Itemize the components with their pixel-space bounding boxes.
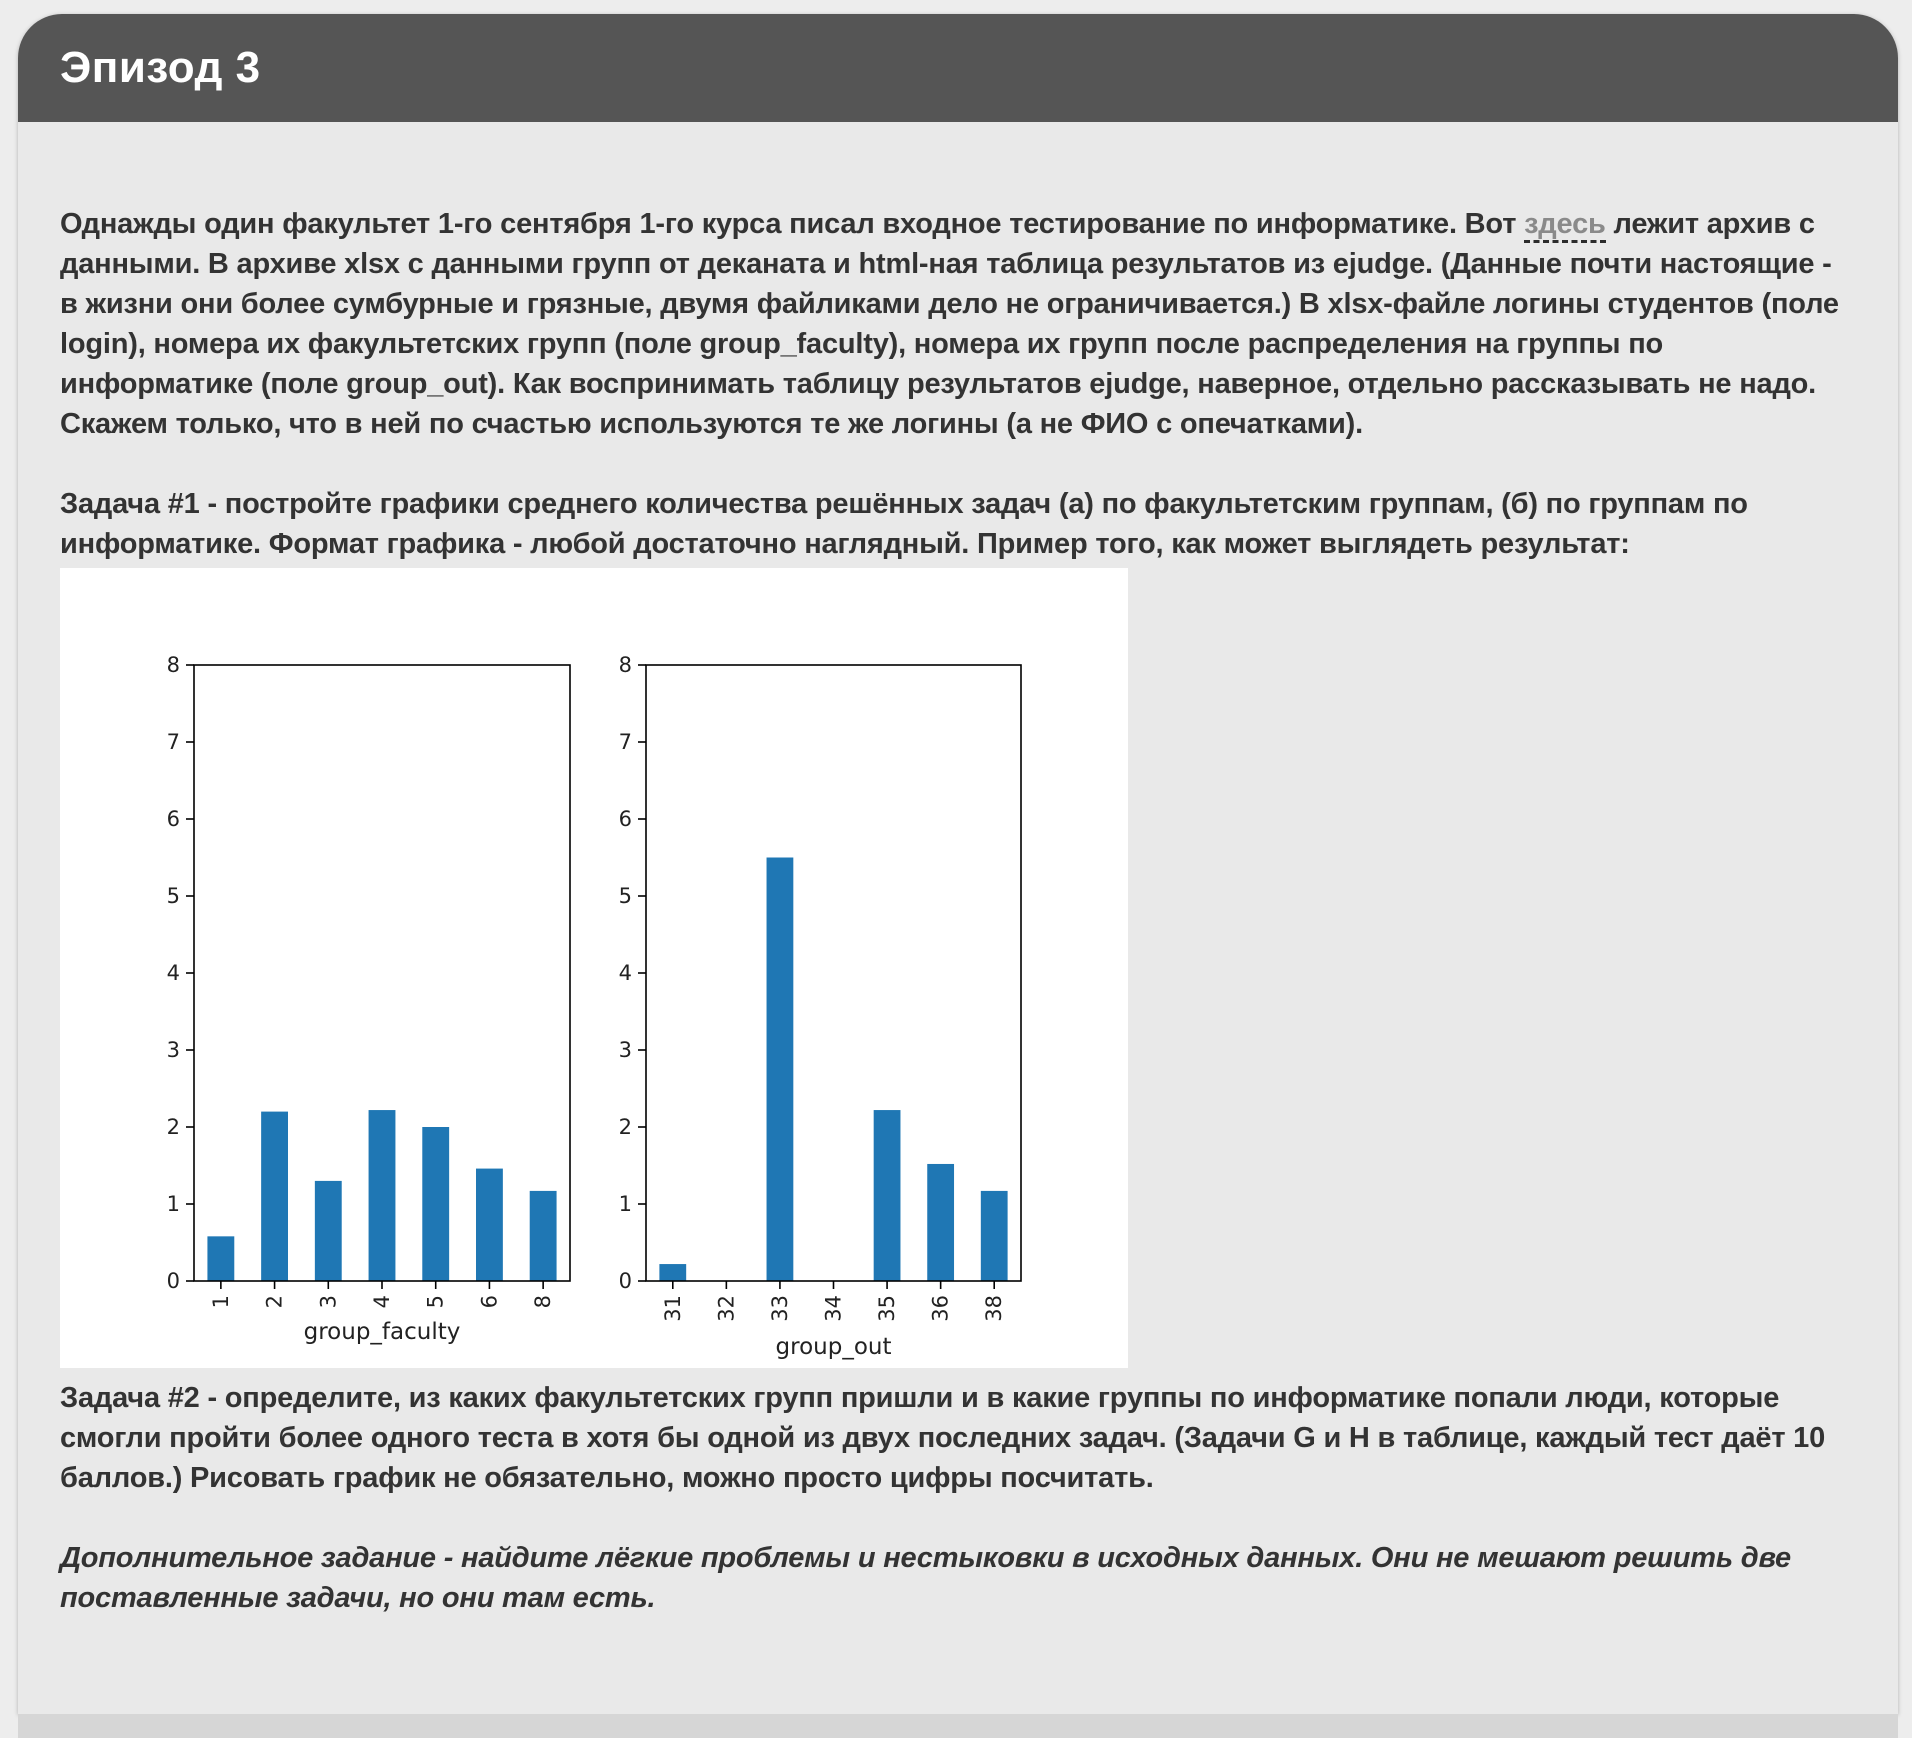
bar-8 xyxy=(529,1190,557,1281)
page-title: Эпизод 3 xyxy=(60,43,261,92)
y-tick-label: 7 xyxy=(167,730,180,754)
archive-link[interactable]: здесь xyxy=(1524,208,1606,243)
extra-task-paragraph: Дополнительное задание - найдите лёгкие … xyxy=(60,1542,1791,1614)
bar-38 xyxy=(980,1190,1008,1281)
episode-card: Эпизод 3 Однажды один факультет 1-го сен… xyxy=(18,14,1898,1714)
y-tick-label: 4 xyxy=(619,961,632,985)
y-tick-label: 4 xyxy=(167,961,180,985)
y-tick-label: 8 xyxy=(619,653,632,677)
x-tick-label: 31 xyxy=(661,1295,685,1322)
y-tick-label: 2 xyxy=(619,1115,632,1139)
y-tick-label: 6 xyxy=(619,807,632,831)
bar-1 xyxy=(207,1236,235,1281)
x-tick-label: 5 xyxy=(424,1295,448,1308)
bar-31 xyxy=(659,1264,687,1281)
y-tick-label: 5 xyxy=(167,884,180,908)
plot-frame xyxy=(645,664,1022,1282)
bar-4 xyxy=(368,1110,396,1281)
y-tick-label: 0 xyxy=(619,1269,632,1293)
card-header: Эпизод 3 xyxy=(18,14,1898,122)
bar-5 xyxy=(422,1127,450,1281)
y-tick-label: 3 xyxy=(167,1038,180,1062)
x-tick-label: 1 xyxy=(209,1295,233,1308)
bar-35 xyxy=(873,1110,901,1281)
x-axis-label: group_out xyxy=(776,1334,892,1360)
task1-paragraph: Задача #1 - постройте графики среднего к… xyxy=(60,488,1748,560)
x-tick-label: 6 xyxy=(477,1295,501,1308)
x-tick-label: 8 xyxy=(531,1295,555,1308)
y-tick-label: 7 xyxy=(619,730,632,754)
x-axis-label: group_faculty xyxy=(304,1319,461,1345)
x-tick-label: 36 xyxy=(929,1295,953,1322)
x-tick-label: 34 xyxy=(822,1295,846,1322)
y-tick-label: 1 xyxy=(167,1192,180,1216)
x-tick-label: 33 xyxy=(768,1295,792,1322)
bar-33 xyxy=(766,857,794,1281)
task2-paragraph: Задача #2 - определите, из каких факульт… xyxy=(60,1382,1826,1494)
chart-group-faculty: 0 1 2 3 4 5 6 7 8 1 2 3 4 5 6 8 group_faculty xyxy=(167,653,571,1345)
bottom-bar xyxy=(18,1714,1898,1738)
y-tick-label: 8 xyxy=(167,653,180,677)
intro-paragraph: Однажды один факультет 1-го сентября 1-г… xyxy=(60,204,1856,444)
y-tick-label: 2 xyxy=(167,1115,180,1139)
intro-text-before: Однажды один факультет 1-го сентября 1-г… xyxy=(60,208,1525,240)
x-tick-label: 3 xyxy=(316,1295,340,1308)
y-tick-label: 3 xyxy=(619,1038,632,1062)
x-tick-label: 38 xyxy=(982,1295,1006,1322)
card-body: Однажды один факультет 1-го сентября 1-г… xyxy=(18,122,1898,1618)
bar-2 xyxy=(261,1111,288,1281)
bar-3 xyxy=(314,1180,342,1281)
y-tick-label: 1 xyxy=(619,1192,632,1216)
intro-text-after: лежит архив с данными. В архиве xlsx с д… xyxy=(60,208,1839,440)
bar-36 xyxy=(927,1163,955,1281)
x-tick-label: 2 xyxy=(263,1295,287,1308)
x-tick-label: 35 xyxy=(875,1295,899,1322)
bar-6 xyxy=(476,1168,503,1281)
x-tick-label: 4 xyxy=(370,1295,394,1308)
y-tick-label: 6 xyxy=(167,807,180,831)
y-tick-label: 5 xyxy=(619,884,632,908)
x-tick-label: 32 xyxy=(714,1295,738,1322)
y-tick-label: 0 xyxy=(167,1269,180,1293)
